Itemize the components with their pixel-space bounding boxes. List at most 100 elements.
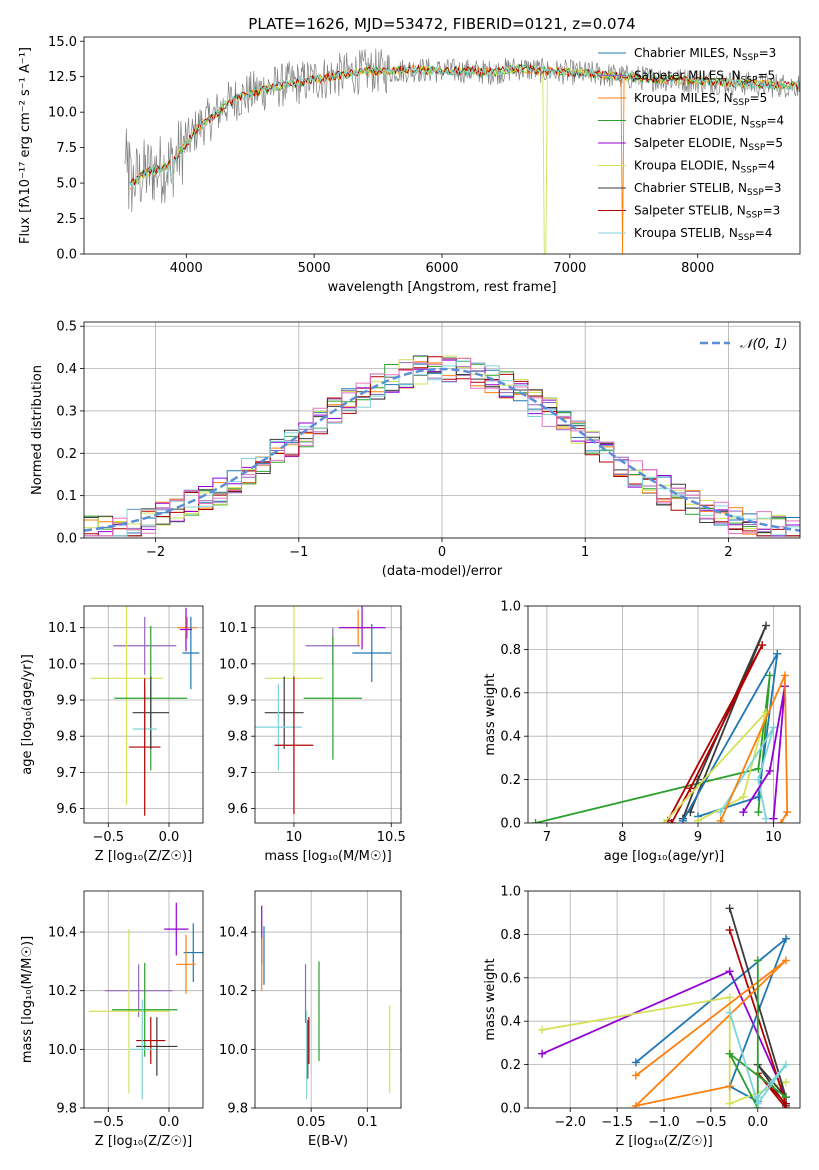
weight-marker bbox=[538, 1025, 547, 1034]
weight-marker bbox=[781, 1077, 790, 1086]
axes-frame bbox=[83, 605, 204, 824]
weight-marker bbox=[754, 808, 763, 817]
weight-line-7 bbox=[719, 675, 789, 823]
weight-marker bbox=[694, 816, 702, 823]
panel-mass-vs-Z: −0.5 0.0 9.8 10.0 10.2 10.4 Z [log₁₀(Z/Z☉)] mas… bbox=[20, 890, 204, 1149]
error-bar-point bbox=[132, 676, 169, 749]
x-axis-label: E(B-V) bbox=[308, 1134, 348, 1149]
legend-entry: Salpeter MILES, NSSP=5 bbox=[634, 69, 775, 86]
observed-spectrum bbox=[124, 48, 800, 213]
y-tick-label: 9.8 bbox=[227, 730, 248, 745]
y-tick-label: 5.0 bbox=[56, 177, 77, 192]
y-tick-label: 0.1 bbox=[56, 489, 77, 504]
y-axis-label: Normed distribution bbox=[30, 365, 45, 495]
y-tick-label: 10.2 bbox=[219, 984, 248, 999]
panel-age-vs-mass: 10 10.5 9.6 9.7 9.8 9.9 10.0 10.1 mass [log₁₀(M/… bbox=[219, 605, 406, 864]
legend: 𝒩(0, 1) bbox=[700, 337, 787, 352]
legend-entry: Chabrier MILES, NSSP=3 bbox=[634, 46, 776, 63]
x-tick-label: 7 bbox=[543, 830, 551, 845]
x-tick-label: −0.5 bbox=[92, 1115, 124, 1130]
y-tick-label: 0.8 bbox=[500, 928, 521, 943]
error-bar-point bbox=[164, 902, 189, 956]
y-tick-label: 9.7 bbox=[56, 766, 77, 781]
axes-frame bbox=[254, 890, 402, 1109]
plot-area bbox=[528, 606, 800, 823]
y-axis-label: mass [log₁₀(M/M☉)] bbox=[20, 936, 35, 1063]
y-tick-label: 12.5 bbox=[48, 70, 77, 85]
x-tick-label: −1.0 bbox=[648, 1115, 680, 1130]
x-tick-label: 4000 bbox=[170, 261, 203, 276]
x-tick-label: 0.0 bbox=[159, 830, 180, 845]
y-tick-label: 9.8 bbox=[56, 1102, 77, 1117]
y-tick-label: 0.0 bbox=[56, 532, 77, 547]
ticks: 0.05 0.1 9.8 10.0 10.2 10.4 bbox=[219, 926, 378, 1130]
weight-marker bbox=[631, 1058, 640, 1067]
weight-marker bbox=[725, 904, 734, 913]
weight-line-4 bbox=[663, 711, 767, 823]
plot-area bbox=[255, 891, 401, 1108]
error-bar-point bbox=[88, 929, 169, 1094]
weight-marker bbox=[781, 956, 790, 965]
weight-marker bbox=[777, 819, 786, 823]
ticks: −2.0 −1.5 −1.0 −0.5 0.0 0.0 0.2 0.4 0.6 0.8 1.0 bbox=[500, 885, 768, 1131]
weight-marker bbox=[765, 671, 774, 680]
y-tick-label: 10.1 bbox=[48, 621, 77, 636]
ticks: 10 10.5 9.6 9.7 9.8 9.9 10.0 10.1 bbox=[219, 621, 406, 845]
y-axis-label: Flux [fλ10⁻¹⁷ erg cm⁻² s⁻¹ A⁻¹] bbox=[18, 47, 33, 244]
ticks: 4000 5000 6000 7000 8000 0.0 2.5 5.0 7.5 10.0 12.5… bbox=[48, 35, 714, 276]
y-tick-label: 9.8 bbox=[227, 1102, 248, 1117]
y-tick-label: 1.0 bbox=[500, 600, 521, 615]
weight-marker bbox=[631, 1071, 640, 1080]
x-tick-label: 7000 bbox=[553, 261, 586, 276]
weight-marker bbox=[725, 1099, 734, 1108]
x-tick-label: −1 bbox=[289, 545, 308, 560]
error-bar-point bbox=[130, 999, 155, 1100]
error-bar-point bbox=[136, 1017, 178, 1076]
weight-marker bbox=[781, 934, 790, 943]
error-bar-point bbox=[104, 964, 173, 1018]
x-axis-label: Z [log₁₀(Z/Z☉)] bbox=[95, 1134, 192, 1149]
panel-age-vs-Z: −0.5 0.0 9.6 9.7 9.8 9.9 10.0 10.1 Z [log₁₀(Z/Z☉… bbox=[20, 605, 204, 864]
weight-marker bbox=[773, 649, 782, 658]
y-tick-label: 0.6 bbox=[500, 686, 521, 701]
weight-line-3 bbox=[682, 653, 779, 822]
y-tick-label: 10.2 bbox=[48, 984, 77, 999]
legend-entry: Kroupa ELODIE, NSSP=4 bbox=[634, 159, 775, 176]
weight-marker bbox=[716, 816, 725, 823]
x-tick-label: 2 bbox=[724, 545, 732, 560]
y-tick-label: 9.8 bbox=[56, 730, 77, 745]
x-tick-label: 10 bbox=[765, 830, 782, 845]
y-tick-label: 0.0 bbox=[500, 1102, 521, 1117]
ticks: −2 −1 0 1 2 0.0 0.1 0.2 0.3 0.4 0.5 bbox=[56, 320, 732, 560]
grid-lines bbox=[84, 891, 203, 1108]
normal-curve bbox=[84, 367, 800, 532]
error-bar-point bbox=[111, 962, 178, 1057]
y-tick-label: 9.6 bbox=[56, 802, 77, 817]
grid-lines bbox=[84, 322, 800, 538]
axes-frame bbox=[83, 36, 801, 255]
y-tick-label: 0.0 bbox=[500, 817, 521, 832]
weight-marker bbox=[781, 1093, 790, 1102]
weight-marker bbox=[762, 621, 770, 630]
axes-frame bbox=[83, 321, 801, 539]
weight-line-5 bbox=[719, 727, 775, 819]
y-tick-label: 9.9 bbox=[227, 694, 248, 709]
y-axis-label: age [log₁₀(age/yr)] bbox=[20, 654, 35, 775]
x-axis-label: mass [log₁₀(M/M☉)] bbox=[264, 849, 391, 864]
x-tick-label: −2 bbox=[146, 545, 165, 560]
weight-marker bbox=[725, 926, 734, 935]
x-tick-label: 5000 bbox=[298, 261, 331, 276]
weight-marker bbox=[725, 993, 734, 1002]
x-tick-label: −0.5 bbox=[695, 1115, 727, 1130]
panel-mass-vs-EBV: 0.05 0.1 9.8 10.0 10.2 10.4 E(B-V) bbox=[219, 890, 402, 1149]
legend-entry: Kroupa MILES, NSSP=5 bbox=[634, 91, 767, 108]
panel-massweight-vs-age: 7 8 9 10 0.0 0.2 0.4 0.6 0.8 1.0 age [log₁₀(age/yr… bbox=[483, 600, 801, 864]
weight-marker bbox=[739, 808, 748, 817]
residual-histogram-8 bbox=[84, 360, 800, 537]
error-bar-point bbox=[128, 678, 161, 816]
y-tick-label: 0.2 bbox=[500, 773, 521, 788]
grid-lines bbox=[255, 891, 401, 1108]
ticks: 7 8 9 10 0.0 0.2 0.4 0.6 0.8 1.0 bbox=[500, 600, 782, 846]
y-tick-label: 10.4 bbox=[48, 926, 77, 941]
